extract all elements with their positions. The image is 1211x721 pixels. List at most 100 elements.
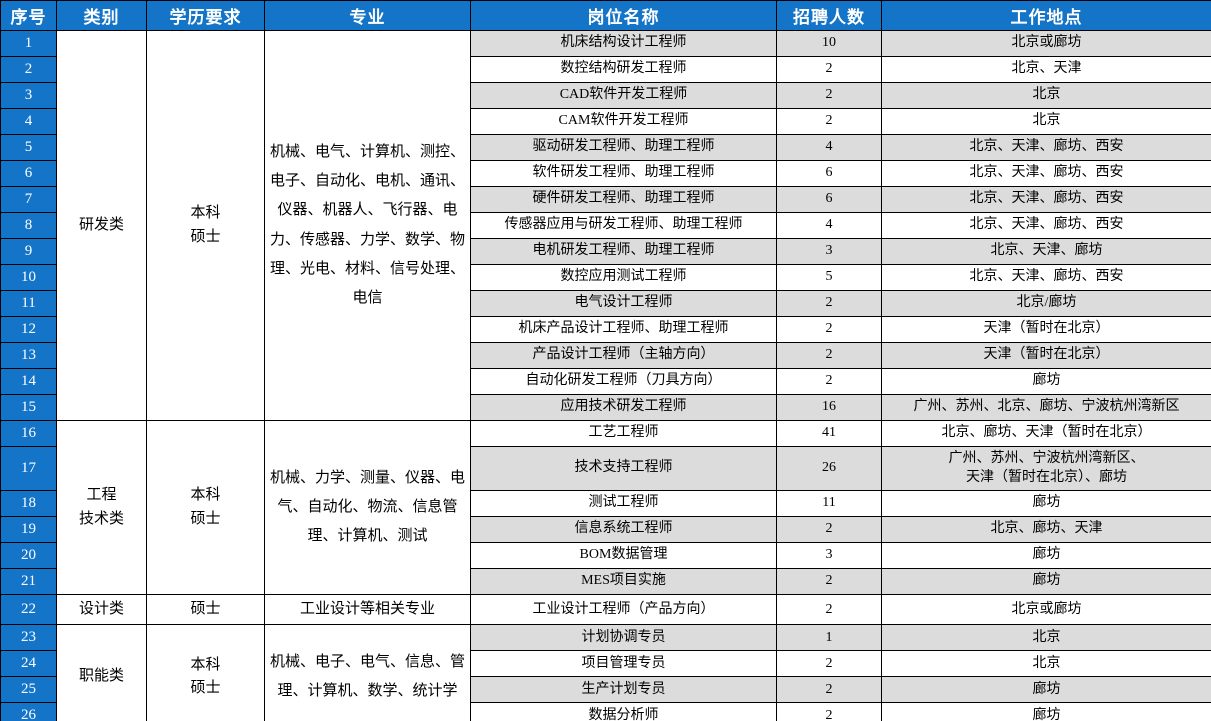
table-row: 15 应用技术研发工程师 16 广州、苏州、北京、廊坊、宁波杭州湾新区 bbox=[0, 394, 1211, 421]
count-cell: 3 bbox=[776, 238, 882, 265]
seq-cell: 14 bbox=[0, 368, 57, 395]
count-cell: 2 bbox=[776, 368, 882, 395]
category-cell: 职能类 bbox=[56, 624, 147, 721]
location-cell: 北京、天津、廊坊、西安 bbox=[881, 160, 1211, 187]
seq-cell: 5 bbox=[0, 134, 57, 161]
count-cell: 2 bbox=[776, 702, 882, 721]
table-row: 26 数据分析师 2 廊坊 bbox=[0, 702, 1211, 721]
table-row: 20 BOM数据管理 3 廊坊 bbox=[0, 542, 1211, 569]
seq-cell: 12 bbox=[0, 316, 57, 343]
header-count: 招聘人数 bbox=[776, 0, 882, 31]
count-cell: 2 bbox=[776, 316, 882, 343]
count-cell: 2 bbox=[776, 82, 882, 109]
seq-cell: 18 bbox=[0, 490, 57, 517]
count-cell: 2 bbox=[776, 516, 882, 543]
table-row: 23 职能类 本科 硕士 机械、电子、电气、信息、管理、计算机、数学、统计学 计… bbox=[0, 624, 1211, 721]
table-row: 11 电气设计工程师 2 北京/廊坊 bbox=[0, 290, 1211, 317]
table-row: 19 信息系统工程师 2 北京、廊坊、天津 bbox=[0, 516, 1211, 543]
position-cell: CAD软件开发工程师 bbox=[470, 82, 777, 109]
count-cell: 2 bbox=[776, 593, 882, 626]
count-cell: 11 bbox=[776, 490, 882, 517]
position-cell: 技术支持工程师 bbox=[470, 446, 777, 491]
count-cell: 6 bbox=[776, 186, 882, 213]
seq-cell: 4 bbox=[0, 108, 57, 135]
location-cell: 廊坊 bbox=[881, 542, 1211, 569]
seq-cell: 17 bbox=[0, 446, 57, 491]
location-cell: 天津（暂时在北京） bbox=[881, 342, 1211, 369]
location-cell: 北京、天津、廊坊、西安 bbox=[881, 264, 1211, 291]
header-location: 工作地点 bbox=[881, 0, 1211, 31]
location-cell: 北京、天津、廊坊、西安 bbox=[881, 134, 1211, 161]
table-row: 7 硬件研发工程师、助理工程师 6 北京、天津、廊坊、西安 bbox=[0, 186, 1211, 213]
position-cell: 计划协调专员 bbox=[470, 624, 777, 652]
seq-cell: 21 bbox=[0, 568, 57, 595]
position-cell: 电气设计工程师 bbox=[470, 290, 777, 317]
position-cell: 软件研发工程师、助理工程师 bbox=[470, 160, 777, 187]
table-row: 5 驱动研发工程师、助理工程师 4 北京、天津、廊坊、西安 bbox=[0, 134, 1211, 161]
seq-cell: 13 bbox=[0, 342, 57, 369]
position-cell: 产品设计工程师（主轴方向） bbox=[470, 342, 777, 369]
table-row: 13 产品设计工程师（主轴方向） 2 天津（暂时在北京） bbox=[0, 342, 1211, 369]
location-cell: 北京、廊坊、天津（暂时在北京） bbox=[881, 420, 1211, 447]
count-cell: 4 bbox=[776, 134, 882, 161]
table-row: 21 MES项目实施 2 廊坊 bbox=[0, 568, 1211, 595]
count-cell: 2 bbox=[776, 676, 882, 704]
seq-cell: 20 bbox=[0, 542, 57, 569]
position-cell: 自动化研发工程师（刀具方向） bbox=[470, 368, 777, 395]
position-cell: CAM软件开发工程师 bbox=[470, 108, 777, 135]
table-row: 22 设计类 硕士 工业设计等相关专业 工业设计工程师（产品方向） 2 北京或廊… bbox=[0, 593, 1211, 626]
position-cell: 信息系统工程师 bbox=[470, 516, 777, 543]
count-cell: 1 bbox=[776, 624, 882, 652]
count-cell: 5 bbox=[776, 264, 882, 291]
category-cell: 设计类 bbox=[56, 593, 147, 626]
seq-cell: 25 bbox=[0, 676, 57, 704]
education-cell: 硕士 bbox=[146, 593, 265, 626]
seq-cell: 23 bbox=[0, 624, 57, 652]
header-education: 学历要求 bbox=[146, 0, 265, 31]
position-cell: BOM数据管理 bbox=[470, 542, 777, 569]
count-cell: 3 bbox=[776, 542, 882, 569]
major-cell: 工业设计等相关专业 bbox=[264, 593, 471, 626]
header-position: 岗位名称 bbox=[470, 0, 777, 31]
location-cell: 广州、苏州、宁波杭州湾新区、 天津（暂时在北京）、廊坊 bbox=[881, 446, 1211, 491]
location-cell: 北京 bbox=[881, 624, 1211, 652]
location-cell: 廊坊 bbox=[881, 568, 1211, 595]
position-cell: 项目管理专员 bbox=[470, 650, 777, 678]
table-header-row: 序号 类别 学历要求 专业 岗位名称 招聘人数 工作地点 bbox=[0, 0, 1211, 31]
position-cell: 传感器应用与研发工程师、助理工程师 bbox=[470, 212, 777, 239]
count-cell: 2 bbox=[776, 568, 882, 595]
location-cell: 北京/廊坊 bbox=[881, 290, 1211, 317]
location-cell: 北京、天津、廊坊、西安 bbox=[881, 212, 1211, 239]
position-cell: 测试工程师 bbox=[470, 490, 777, 517]
seq-cell: 2 bbox=[0, 56, 57, 83]
location-cell: 北京、天津、廊坊 bbox=[881, 238, 1211, 265]
seq-cell: 7 bbox=[0, 186, 57, 213]
count-cell: 4 bbox=[776, 212, 882, 239]
position-cell: 应用技术研发工程师 bbox=[470, 394, 777, 421]
table-row: 9 电机研发工程师、助理工程师 3 北京、天津、廊坊 bbox=[0, 238, 1211, 265]
position-cell: 数据分析师 bbox=[470, 702, 777, 721]
table-row: 12 机床产品设计工程师、助理工程师 2 天津（暂时在北京） bbox=[0, 316, 1211, 343]
header-category: 类别 bbox=[56, 0, 147, 31]
table-row: 1 研发类 本科 硕士 机械、电气、计算机、测控、电子、自动化、电机、通讯、仪器… bbox=[0, 30, 1211, 421]
position-cell: 机床产品设计工程师、助理工程师 bbox=[470, 316, 777, 343]
table-row: 3 CAD软件开发工程师 2 北京 bbox=[0, 82, 1211, 109]
seq-cell: 9 bbox=[0, 238, 57, 265]
position-cell: MES项目实施 bbox=[470, 568, 777, 595]
location-cell: 天津（暂时在北京） bbox=[881, 316, 1211, 343]
position-cell: 数控应用测试工程师 bbox=[470, 264, 777, 291]
seq-cell: 1 bbox=[0, 30, 57, 57]
seq-cell: 26 bbox=[0, 702, 57, 721]
count-cell: 2 bbox=[776, 108, 882, 135]
location-cell: 北京、天津 bbox=[881, 56, 1211, 83]
seq-cell: 22 bbox=[0, 593, 57, 626]
count-cell: 2 bbox=[776, 56, 882, 83]
table-row: 16 工程 技术类 本科 硕士 机械、力学、测量、仪器、电气、自动化、物流、信息… bbox=[0, 420, 1211, 595]
table-row: 2 数控结构研发工程师 2 北京、天津 bbox=[0, 56, 1211, 83]
position-cell: 电机研发工程师、助理工程师 bbox=[470, 238, 777, 265]
header-major: 专业 bbox=[264, 0, 471, 31]
seq-cell: 24 bbox=[0, 650, 57, 678]
location-cell: 北京 bbox=[881, 82, 1211, 109]
location-cell: 廊坊 bbox=[881, 368, 1211, 395]
